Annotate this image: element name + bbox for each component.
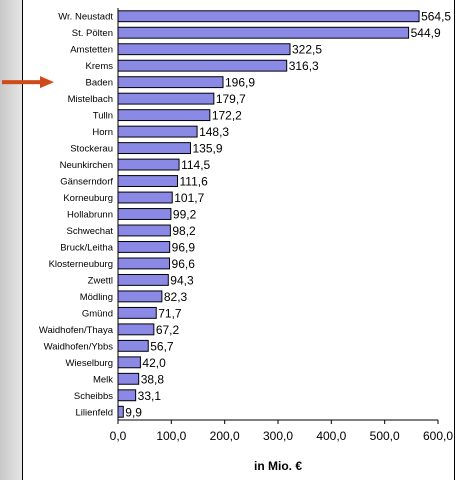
bar-14 [117,241,171,253]
bar-5 [117,92,215,105]
value-label-16: 94,3 [170,273,194,287]
bar-0 [117,10,420,23]
x-axis-title: in Mio. € [254,459,302,473]
category-label-14: Bruck/Leitha [60,242,114,253]
x-tick-label-0: 0,0 [110,429,127,443]
bar-12 [117,208,172,220]
category-label-8: Stockerau [70,144,113,155]
bar-21 [117,356,141,369]
x-tick-label-2: 200,0 [210,429,240,443]
bar-7 [117,125,198,138]
x-tick-label-1: 100,0 [156,429,186,443]
side-panel [0,0,22,480]
category-label-21: Wieselburg [65,358,113,369]
category-label-12: Hollabrunn [67,210,113,221]
value-label-11: 101,7 [174,191,204,205]
bar-11 [117,191,173,204]
bar-13 [117,224,171,237]
bar-19 [117,323,155,336]
value-label-4: 196,9 [225,76,255,90]
category-label-22: Melk [93,374,113,385]
value-label-21: 42,0 [142,356,166,370]
value-label-0: 564,5 [421,10,451,24]
value-label-20: 56,7 [150,339,174,353]
x-tick-label-3: 300,0 [263,429,293,443]
value-label-10: 111,6 [180,175,209,189]
category-label-7: Horn [92,127,113,138]
bar-22 [117,372,140,385]
bar-6 [117,109,211,122]
x-tick-label-6: 600,0 [423,429,453,443]
bar-2 [117,43,291,56]
chart-frame [22,0,455,480]
category-label-20: Waidhofen/Ybbs [44,341,114,352]
value-label-5: 179,7 [216,92,246,106]
bar-10 [117,175,179,187]
category-label-15: Klosterneuburg [49,259,113,270]
category-label-16: Zwettl [88,275,113,286]
bar-20 [117,339,149,352]
category-label-24: Lilienfeld [76,407,114,418]
category-label-0: Wr. Neustadt [58,12,113,23]
bar-4 [117,76,224,89]
category-label-19: Waidhofen/Thaya [39,325,114,336]
value-label-6: 172,2 [212,109,242,123]
bar-16 [117,273,169,286]
category-label-13: Schwechat [67,226,114,237]
value-label-3: 316,3 [289,59,319,73]
bar-8 [117,142,191,155]
category-label-2: Amstetten [70,45,113,56]
value-label-12: 99,2 [173,208,197,222]
category-label-3: Krems [86,61,114,72]
value-label-1: 544,9 [411,26,441,40]
highlight-arrow-icon [2,76,54,89]
x-tick-label-4: 400,0 [316,429,346,443]
category-label-17: Mödling [80,292,113,303]
category-label-5: Mistelbach [68,94,113,105]
value-label-13: 98,2 [172,224,196,238]
bar-3 [117,59,288,72]
value-label-9: 114,5 [181,158,210,172]
value-label-23: 33,1 [138,389,162,403]
value-label-18: 71,7 [158,306,182,320]
value-label-15: 96,6 [172,257,196,271]
value-label-2: 322,5 [292,43,322,57]
bar-1 [117,26,410,39]
value-label-24: 9,9 [125,405,142,419]
category-label-18: Gmünd [82,308,113,319]
category-label-23: Scheibbs [74,391,113,402]
value-label-22: 38,8 [141,372,165,386]
x-tick-label-5: 500,0 [370,429,400,443]
bar-9 [117,158,180,171]
category-label-1: St. Pölten [72,28,113,39]
category-label-6: Tulln [93,111,113,122]
category-label-10: Gänserndorf [60,177,113,188]
value-label-14: 96,9 [172,240,196,254]
bar-23 [117,389,137,402]
category-label-4: Baden [86,78,113,89]
value-label-8: 135,9 [192,142,222,156]
value-label-7: 148,3 [199,125,229,139]
value-label-19: 67,2 [156,323,180,337]
category-label-9: Neunkirchen [60,160,113,171]
bar-15 [117,257,171,270]
value-label-17: 82,3 [164,290,188,304]
category-label-11: Korneuburg [63,193,113,204]
bar-18 [117,306,157,319]
bar-17 [117,290,163,303]
bar-24 [117,405,124,418]
